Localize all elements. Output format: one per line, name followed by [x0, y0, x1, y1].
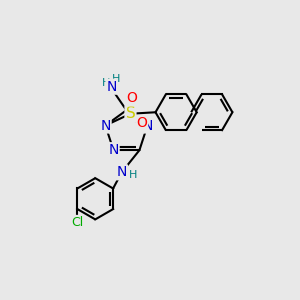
Text: O: O — [136, 116, 147, 130]
Text: N: N — [108, 143, 119, 157]
Text: S: S — [126, 106, 135, 121]
Text: N: N — [106, 80, 117, 94]
Text: N: N — [100, 118, 111, 133]
Text: N: N — [142, 118, 153, 133]
Text: O: O — [127, 92, 137, 105]
Text: H: H — [112, 74, 120, 84]
Text: H: H — [102, 78, 110, 88]
Text: Cl: Cl — [71, 216, 83, 229]
Text: H: H — [129, 170, 137, 180]
Text: N: N — [117, 165, 127, 179]
